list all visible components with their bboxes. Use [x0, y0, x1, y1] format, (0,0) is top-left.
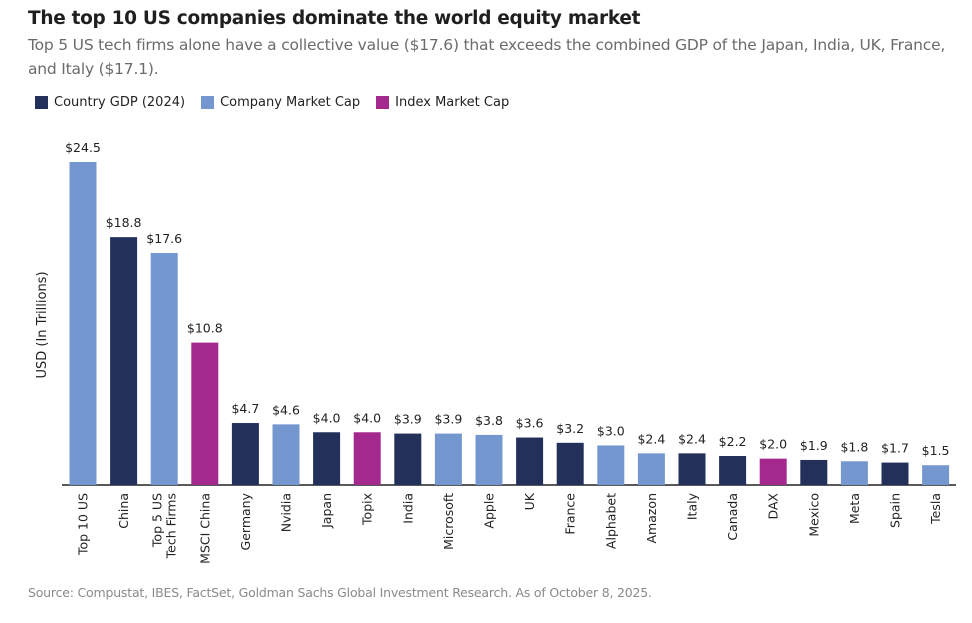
x-tick-label: China [116, 493, 131, 529]
legend-swatch-gdp [35, 96, 48, 109]
bar [922, 465, 950, 485]
data-label: $4.0 [353, 410, 381, 425]
x-tick-label: Japan [319, 493, 334, 529]
x-tick-label: Apple [482, 493, 497, 529]
bar [434, 433, 462, 485]
x-tick-label: Top 10 US [76, 493, 91, 556]
bar [150, 252, 178, 485]
data-label: $1.5 [922, 443, 950, 458]
bar [231, 423, 259, 485]
source-note: Source: Compustat, IBES, FactSet, Goldma… [28, 585, 652, 600]
y-axis-label: USD (In Trillions) [35, 271, 50, 378]
x-tick-label: Italy [685, 492, 700, 520]
legend: Country GDP (2024) Company Market Cap In… [35, 95, 509, 110]
legend-swatch-index [376, 96, 390, 109]
bar [597, 445, 625, 485]
bar [69, 162, 97, 485]
x-tick-label: DAX [766, 493, 781, 520]
data-label: $24.5 [65, 140, 101, 155]
bar [759, 458, 787, 485]
bar [272, 424, 300, 485]
x-tick-label: Tesla [928, 493, 943, 525]
x-tick-label: Topix [360, 493, 375, 526]
data-label: $4.7 [231, 401, 259, 416]
x-tick-label: Meta [847, 493, 862, 524]
legend-item-company: Company Market Cap [201, 95, 360, 110]
data-label: $18.8 [106, 215, 142, 230]
x-tick-label: Canada [725, 493, 740, 541]
data-label: $2.0 [759, 437, 787, 452]
data-label: $1.9 [800, 438, 828, 453]
data-label: $10.8 [187, 321, 223, 336]
data-label: $2.2 [719, 434, 747, 449]
legend-label: Index Market Cap [395, 95, 510, 110]
bar [110, 237, 138, 485]
legend-item-index: Index Market Cap [376, 95, 509, 110]
x-tick-label: India [400, 493, 415, 524]
x-tick-label: Mexico [806, 493, 821, 537]
bar [191, 342, 219, 485]
x-tick-label: Amazon [644, 493, 659, 544]
x-tick-label: UK [522, 492, 537, 510]
x-tick-label: Spain [888, 493, 903, 528]
data-label: $3.2 [556, 421, 584, 436]
x-tick-label: Top 5 USTech Firms [150, 493, 179, 559]
data-label: $3.9 [394, 412, 422, 427]
data-label: $4.0 [313, 410, 341, 425]
bar [800, 459, 828, 485]
legend-label: Country GDP (2024) [54, 95, 186, 110]
bar [475, 434, 503, 485]
chart-subtitle: Top 5 US tech firms alone have a collect… [28, 36, 946, 78]
x-tick-label: Nvidia [279, 493, 294, 532]
data-label: $1.8 [840, 439, 868, 454]
bar [313, 432, 341, 485]
x-tick-label: Germany [238, 492, 253, 550]
bar [678, 453, 706, 485]
legend-label: Company Market Cap [220, 95, 361, 110]
x-tick-label: Microsoft [441, 493, 456, 550]
bar [840, 461, 868, 485]
chart-title: The top 10 US companies dominate the wor… [28, 8, 641, 29]
bar [353, 432, 381, 485]
data-label: $3.8 [475, 413, 503, 428]
data-label: $1.7 [881, 441, 909, 456]
bar [556, 442, 584, 485]
data-label: $3.9 [434, 412, 462, 427]
data-label: $3.0 [597, 423, 625, 438]
bar [516, 437, 544, 485]
data-label: $2.4 [678, 431, 706, 446]
bar [394, 433, 422, 485]
x-tick-label: MSCI China [197, 493, 212, 564]
legend-item-gdp: Country GDP (2024) [35, 95, 185, 110]
data-label: $17.6 [146, 231, 182, 246]
data-label: $3.6 [516, 416, 544, 431]
data-label: $2.4 [637, 431, 665, 446]
x-tick-label: France [563, 493, 578, 535]
bar [881, 462, 909, 485]
legend-swatch-company [201, 96, 215, 109]
data-label: $4.6 [272, 402, 300, 417]
bar [719, 455, 747, 485]
x-tick-label: Alphabet [603, 493, 618, 549]
bar [637, 453, 665, 485]
